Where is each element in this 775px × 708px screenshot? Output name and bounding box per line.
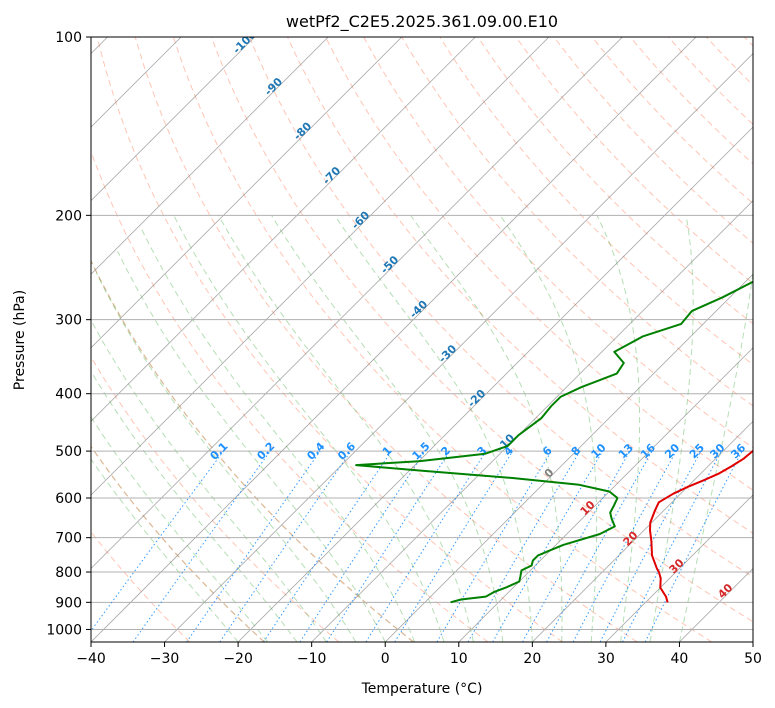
chart-title: wetPf2_C2E5.2025.361.09.00.E10 bbox=[286, 12, 558, 32]
isotherm bbox=[532, 420, 753, 642]
moist-adiabat bbox=[596, 215, 641, 642]
plot-frame bbox=[90, 36, 754, 643]
moist-adiabat bbox=[95, 272, 357, 642]
dry-adiabat bbox=[96, 37, 563, 642]
mixing-ratio-line bbox=[365, 450, 487, 642]
isotherm bbox=[91, 37, 550, 496]
isotherm bbox=[384, 273, 753, 642]
dry-adiabat bbox=[210, 37, 753, 623]
mixing-ratio-line bbox=[436, 450, 552, 642]
mixing-ratio-line bbox=[394, 450, 514, 642]
y-tick-label: 700 bbox=[55, 531, 82, 547]
x-tick-label: 20 bbox=[523, 651, 541, 667]
mixing-ratio-line bbox=[219, 450, 352, 642]
y-tick-label: 600 bbox=[55, 491, 82, 507]
moist-adiabat bbox=[173, 215, 445, 642]
mixing-ratio-line bbox=[132, 450, 271, 642]
moist-adiabat bbox=[218, 215, 474, 642]
sounding-series bbox=[355, 280, 753, 604]
moist-adiabat bbox=[334, 215, 533, 642]
isotherm bbox=[164, 52, 753, 642]
moist-adiabat bbox=[91, 458, 239, 642]
x-tick-label: 50 bbox=[744, 651, 762, 667]
x-tick-label: −20 bbox=[223, 651, 253, 667]
x-tick-label: 30 bbox=[597, 651, 615, 667]
dry-adiabat bbox=[401, 37, 753, 407]
isotherm bbox=[91, 37, 697, 642]
moist-adiabats bbox=[91, 215, 753, 642]
y-axis-label: Pressure (hPa) bbox=[12, 290, 28, 390]
temperature-line bbox=[649, 449, 753, 603]
dewpoint-line bbox=[355, 280, 753, 604]
isotherm bbox=[237, 126, 753, 642]
mixing-ratio-line bbox=[326, 450, 451, 642]
dry-adiabat bbox=[591, 37, 753, 205]
dry-adiabat bbox=[515, 37, 753, 284]
x-tick-label: 40 bbox=[671, 651, 689, 667]
dry-adiabat bbox=[134, 37, 638, 642]
isotherm bbox=[91, 37, 476, 422]
mixing-ratio-line bbox=[522, 450, 631, 642]
isotherm bbox=[311, 200, 753, 642]
y-tick-label: 1000 bbox=[46, 622, 82, 638]
y-tick-label: 800 bbox=[55, 565, 82, 581]
y-tick-label: 100 bbox=[55, 30, 82, 46]
y-tick-label: 900 bbox=[55, 595, 82, 611]
isotherm bbox=[91, 37, 623, 570]
isotherm bbox=[91, 37, 329, 275]
isotherm bbox=[458, 347, 753, 642]
x-tick-label: −10 bbox=[297, 651, 327, 667]
y-tick-label: 400 bbox=[55, 387, 82, 403]
mixing-ratio-line bbox=[186, 450, 321, 642]
moist-adiabat bbox=[140, 227, 416, 642]
isotherm bbox=[91, 37, 403, 349]
mixing-ratio-line bbox=[492, 450, 604, 642]
moist-adiabat bbox=[91, 416, 268, 642]
x-axis-label: Temperature (°C) bbox=[361, 681, 483, 697]
mixing-ratio-line bbox=[546, 450, 653, 642]
dry-adiabat bbox=[629, 37, 753, 165]
isotherm bbox=[91, 37, 255, 202]
dry-adiabat-highlight bbox=[91, 445, 265, 642]
y-tick-label: 200 bbox=[55, 208, 82, 224]
dry-adiabat bbox=[477, 37, 753, 325]
dry-adiabat bbox=[325, 37, 753, 491]
dry-adiabat bbox=[248, 37, 753, 578]
x-tick-label: −40 bbox=[76, 651, 106, 667]
moist-adiabat bbox=[117, 251, 386, 642]
moist-adiabat bbox=[678, 269, 753, 642]
x-tick-label: 10 bbox=[450, 651, 468, 667]
y-axis-ticks: 100 200 300 400 500 600 700 800 900 1000 bbox=[46, 30, 91, 638]
pressure-gridlines bbox=[91, 37, 753, 630]
y-tick-label: 300 bbox=[55, 313, 82, 329]
moist-adiabat bbox=[410, 215, 563, 642]
mixing-ratio-lines bbox=[91, 450, 743, 642]
mixing-ratio-line bbox=[572, 450, 677, 642]
x-tick-label: −30 bbox=[150, 651, 180, 667]
x-axis-ticks: −40 −30 −20 −10 0 10 20 30 40 50 bbox=[76, 642, 762, 667]
moist-adiabat bbox=[649, 215, 694, 642]
y-tick-label: 500 bbox=[55, 444, 82, 460]
isotherms bbox=[91, 37, 753, 642]
isotherm bbox=[605, 494, 753, 642]
x-tick-label: 0 bbox=[381, 651, 390, 667]
dry-adiabat bbox=[172, 37, 713, 642]
moist-adiabat bbox=[271, 215, 504, 642]
dry-adiabat-highlight bbox=[91, 259, 414, 642]
